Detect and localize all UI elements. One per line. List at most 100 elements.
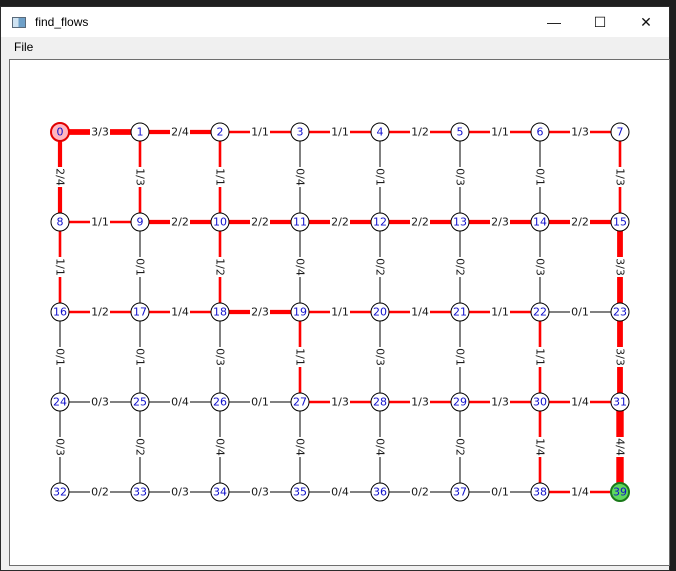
node-circle — [610, 392, 630, 412]
node-12[interactable]: 12 — [370, 212, 390, 232]
node-6[interactable]: 6 — [530, 122, 550, 142]
node-circle — [370, 122, 390, 142]
edge-label-36-37: 0/2 — [411, 486, 429, 499]
node-20[interactable]: 20 — [370, 302, 390, 322]
node-14[interactable]: 14 — [530, 212, 550, 232]
edge-label-bg — [214, 257, 226, 277]
edge-label-bg — [490, 396, 510, 408]
node-label: 16 — [53, 306, 67, 319]
node-3[interactable]: 3 — [290, 122, 310, 142]
edge-label-bg — [490, 306, 510, 318]
menu-file[interactable]: File — [14, 40, 34, 54]
title-bar[interactable]: find_flows — ☐ ✕ — [1, 7, 669, 37]
node-4[interactable]: 4 — [370, 122, 390, 142]
node-23[interactable]: 23 — [610, 302, 630, 322]
edge-label-bg — [90, 396, 110, 408]
edge-label-bg — [294, 257, 306, 277]
edge-label-5-13: 0/3 — [454, 168, 467, 186]
edge-label-bg — [614, 257, 626, 277]
node-15[interactable]: 15 — [610, 212, 630, 232]
edge-label-bg — [170, 306, 190, 318]
node-circle — [530, 122, 550, 142]
node-25[interactable]: 25 — [130, 392, 150, 412]
edge-label-bg — [90, 216, 110, 228]
node-30[interactable]: 30 — [530, 392, 550, 412]
node-2[interactable]: 2 — [210, 122, 230, 142]
node-circle — [130, 482, 150, 502]
edge-label-1-2: 2/4 — [171, 126, 189, 139]
node-circle — [50, 122, 70, 142]
node-18[interactable]: 18 — [210, 302, 230, 322]
node-7[interactable]: 7 — [610, 122, 630, 142]
node-circle — [450, 302, 470, 322]
edge-label-bg — [454, 257, 466, 277]
node-16[interactable]: 16 — [50, 302, 70, 322]
close-button[interactable]: ✕ — [640, 13, 652, 30]
node-33[interactable]: 33 — [130, 482, 150, 502]
menu-bar: File — [1, 37, 669, 57]
edge-label-bg — [570, 306, 590, 318]
node-26[interactable]: 26 — [210, 392, 230, 412]
node-circle — [130, 302, 150, 322]
edge-label-bg — [54, 347, 66, 367]
node-17[interactable]: 17 — [130, 302, 150, 322]
node-22[interactable]: 22 — [530, 302, 550, 322]
node-21[interactable]: 21 — [450, 302, 470, 322]
node-38[interactable]: 38 — [530, 482, 550, 502]
node-10[interactable]: 10 — [210, 212, 230, 232]
node-label: 21 — [453, 306, 467, 319]
node-circle — [210, 482, 230, 502]
edge-label-32-33: 0/2 — [91, 486, 109, 499]
node-35[interactable]: 35 — [290, 482, 310, 502]
edge-label-bg — [170, 216, 190, 228]
edge-label-13-14: 2/3 — [491, 216, 509, 229]
edge-label-28-29: 1/3 — [411, 396, 429, 409]
edge-label-27-28: 1/3 — [331, 396, 349, 409]
node-34[interactable]: 34 — [210, 482, 230, 502]
node-label: 15 — [613, 216, 627, 229]
node-label: 32 — [53, 486, 67, 499]
node-label: 10 — [213, 216, 227, 229]
node-circle — [370, 482, 390, 502]
node-circle — [50, 482, 70, 502]
node-circle — [610, 482, 630, 502]
edge-label-25-26: 0/4 — [171, 396, 189, 409]
node-31[interactable]: 31 — [610, 392, 630, 412]
node-5[interactable]: 5 — [450, 122, 470, 142]
node-circle — [450, 482, 470, 502]
node-28[interactable]: 28 — [370, 392, 390, 412]
edge-label-bg — [330, 396, 350, 408]
node-27[interactable]: 27 — [290, 392, 310, 412]
edge-label-bg — [54, 167, 66, 187]
node-19[interactable]: 19 — [290, 302, 310, 322]
source-node[interactable]: 0 — [50, 122, 70, 142]
node-37[interactable]: 37 — [450, 482, 470, 502]
node-label: 27 — [293, 396, 307, 409]
node-label: 20 — [373, 306, 387, 319]
maximize-button[interactable]: ☐ — [593, 13, 607, 30]
edge-label-31-39: 4/4 — [614, 438, 627, 456]
node-1[interactable]: 1 — [130, 122, 150, 142]
node-8[interactable]: 8 — [50, 212, 70, 232]
node-circle — [370, 302, 390, 322]
node-11[interactable]: 11 — [290, 212, 310, 232]
node-circle — [130, 392, 150, 412]
node-29[interactable]: 29 — [450, 392, 470, 412]
edge-label-17-18: 1/4 — [171, 306, 189, 319]
node-32[interactable]: 32 — [50, 482, 70, 502]
sink-node[interactable]: 39 — [610, 482, 630, 502]
edge-label-20-21: 1/4 — [411, 306, 429, 319]
edge-label-19-27: 1/1 — [294, 348, 307, 366]
node-36[interactable]: 36 — [370, 482, 390, 502]
node-13[interactable]: 13 — [450, 212, 470, 232]
node-9[interactable]: 9 — [130, 212, 150, 232]
app-window: find_flows — ☐ ✕ File 3/3 2/4 1/1 1/1 1/2 1/1… — [0, 6, 670, 571]
edge-label-bg — [374, 257, 386, 277]
edge-label-22-30: 1/1 — [534, 348, 547, 366]
node-circle — [450, 212, 470, 232]
edge-label-bg — [490, 126, 510, 138]
minimize-button[interactable]: — — [547, 14, 561, 30]
node-label: 33 — [133, 486, 147, 499]
node-24[interactable]: 24 — [50, 392, 70, 412]
edge-label-bg — [170, 126, 190, 138]
